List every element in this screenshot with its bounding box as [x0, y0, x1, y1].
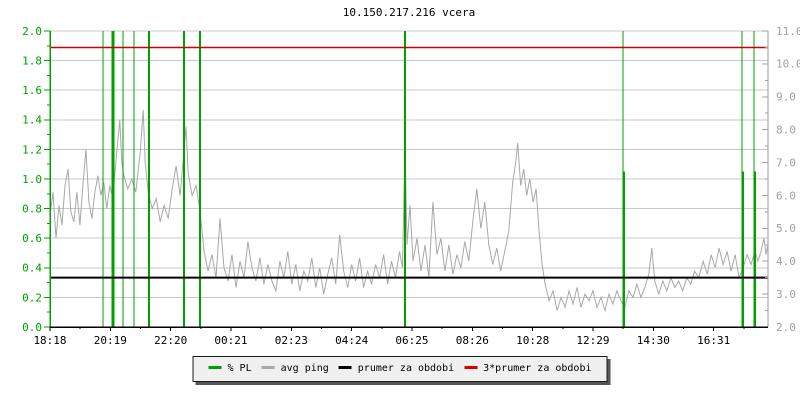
x-tick-label: 14:30: [637, 334, 670, 347]
pl-bar: [742, 171, 745, 327]
legend-item-period-avg: prumer za obdobi: [338, 363, 455, 375]
y-left-tick-label: 1.2: [22, 143, 42, 156]
y-right-tick-label: 7.0: [776, 156, 796, 169]
x-tick-label: 08:26: [456, 334, 489, 347]
pl-bar: [622, 171, 625, 327]
y-left-tick-label: 1.8: [22, 54, 42, 67]
legend-swatch-period-avg: [338, 366, 352, 369]
y-right-tick-label: 11.0: [776, 25, 800, 38]
y-right-tick-label: 9.0: [776, 91, 796, 104]
pl-bar: [122, 31, 124, 327]
x-tick-label: 22:20: [154, 334, 187, 347]
legend-label: % PL: [227, 363, 252, 374]
x-tick-label: 06:25: [395, 334, 428, 347]
x-tick-label: 10:28: [516, 334, 549, 347]
legend-item-period-3avg: 3*prumer za obdobi: [464, 363, 591, 375]
legend-label: prumer za obdobi: [357, 363, 455, 374]
y-right-tick-label: 8.0: [776, 124, 796, 137]
y-left-tick-label: 0.6: [22, 232, 42, 245]
pl-bar: [199, 31, 202, 327]
x-tick-label: 02:23: [275, 334, 308, 347]
y-right-tick-label: 6.0: [776, 189, 796, 202]
legend-swatch-avg-ping: [261, 366, 275, 369]
legend-swatch-pl: [208, 366, 222, 369]
y-left-tick-label: 2.0: [22, 25, 42, 38]
x-tick-label: 18:18: [33, 334, 66, 347]
avg-ping-line: [49, 109, 769, 313]
pl-bar: [133, 31, 135, 327]
y-left-tick-label: 1.6: [22, 84, 42, 97]
legend-label: avg ping: [280, 363, 329, 374]
y-right-tick-label: 10.0: [776, 58, 800, 71]
x-tick-label: 20:19: [94, 334, 127, 347]
x-tick-label: 04:24: [335, 334, 368, 347]
chart-title: 10.150.217.216 vcera: [342, 6, 476, 19]
pl-bar: [183, 31, 186, 327]
y-right-tick-label: 5.0: [776, 222, 796, 235]
y-left-tick-label: 0.0: [22, 321, 42, 334]
legend-item-pl: % PL: [208, 363, 252, 375]
y-left-tick-label: 0.8: [22, 202, 42, 215]
y-right-tick-label: 2.0: [776, 321, 796, 334]
legend-item-avg-ping: avg ping: [261, 363, 329, 375]
y-left-tick-label: 1.0: [22, 173, 42, 186]
y-left-tick-label: 1.4: [22, 114, 42, 127]
pl-bar: [754, 171, 756, 327]
y-right-tick-label: 3.0: [776, 288, 796, 301]
y-right-tick-label: 4.0: [776, 255, 796, 268]
pl-bar: [111, 31, 115, 327]
x-tick-label: 16:31: [697, 334, 730, 347]
pl-bar: [102, 31, 104, 327]
y-left-tick-label: 0.2: [22, 291, 42, 304]
pl-bar: [404, 31, 406, 327]
pl-bar: [148, 31, 151, 327]
x-tick-label: 12:29: [576, 334, 609, 347]
y-left-tick-label: 0.4: [22, 262, 42, 275]
legend-label: 3*prumer za obdobi: [483, 363, 592, 374]
legend-swatch-period-3avg: [464, 366, 478, 369]
x-tick-label: 00:21: [214, 334, 247, 347]
legend: % PL avg ping prumer za obdobi 3*prumer za …: [192, 356, 608, 382]
